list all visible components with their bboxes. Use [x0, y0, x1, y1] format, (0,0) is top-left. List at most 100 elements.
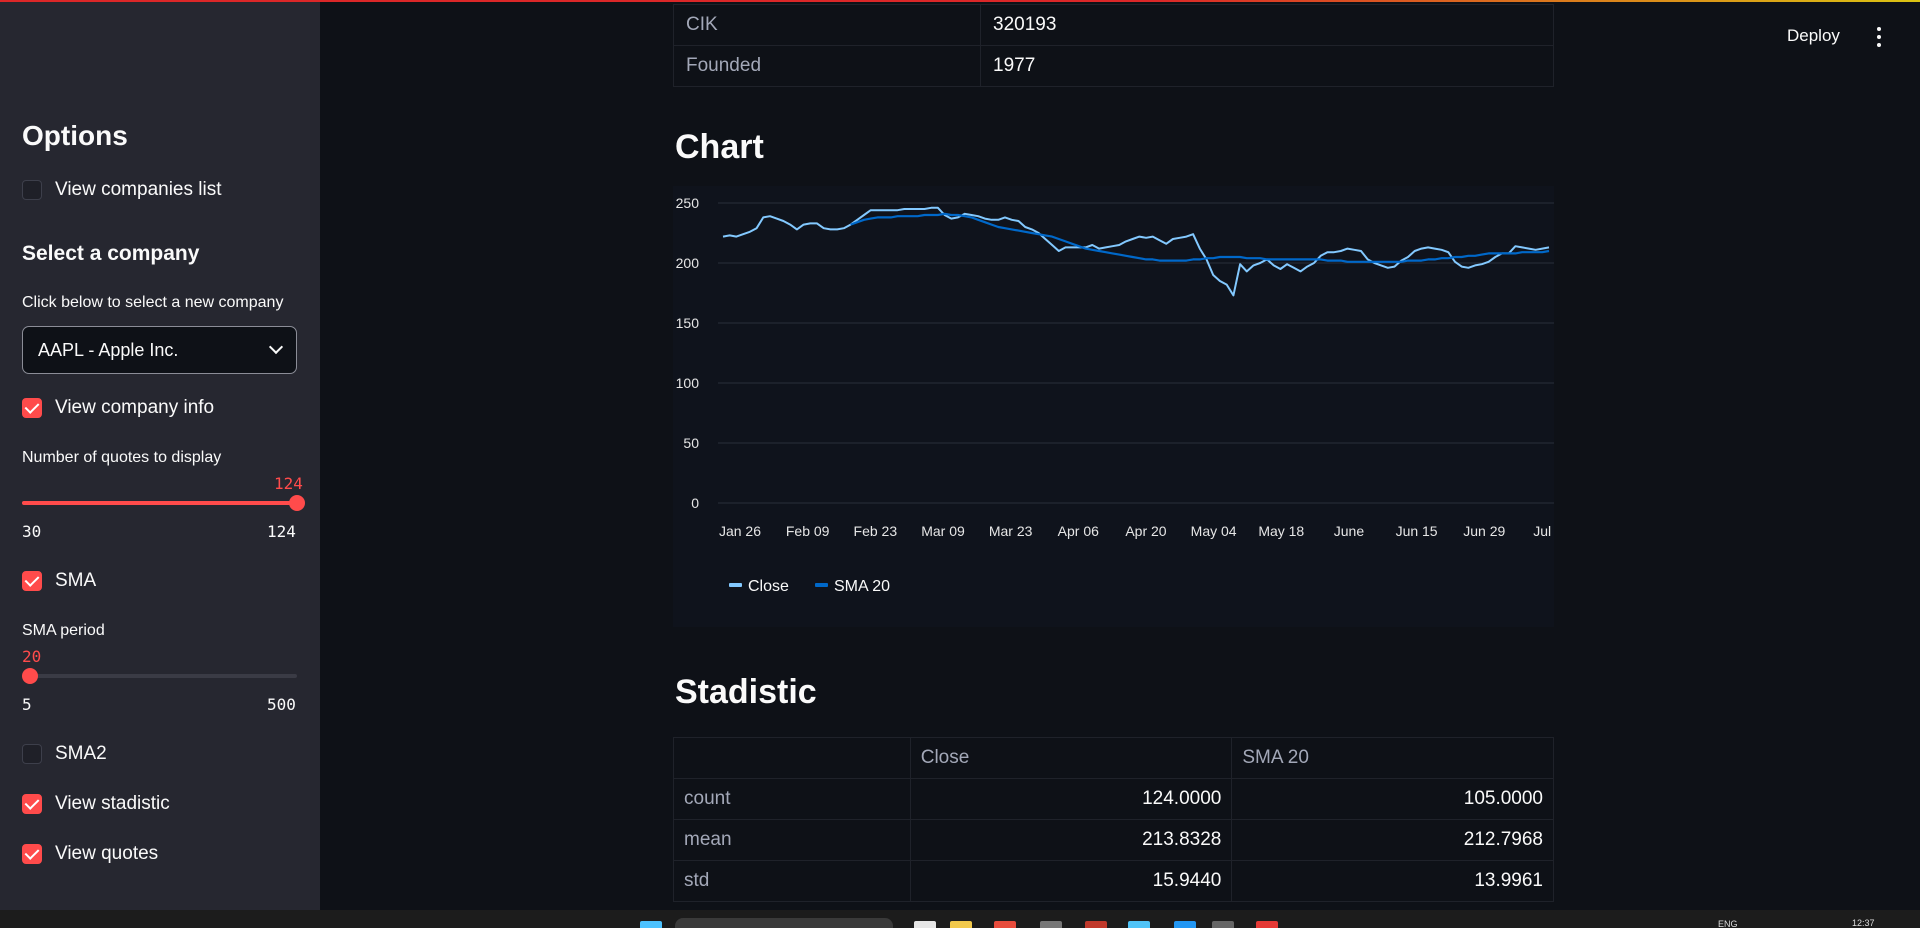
sidebar: Options View companies list Select a com… — [0, 2, 320, 910]
select-company-label: Click below to select a new company — [22, 294, 284, 311]
slider-thumb[interactable] — [22, 668, 38, 684]
stadistic-heading: Stadistic — [675, 673, 817, 711]
view-companies-list-checkbox[interactable]: View companies list — [22, 179, 222, 201]
file-explorer-icon[interactable] — [950, 921, 972, 928]
app-icon[interactable] — [1128, 921, 1150, 928]
chart-svg: 0 50 100 150 200 250 Jan 26 Feb 09 Feb 23 Mar 09 M… — [676, 195, 1554, 595]
info-value: 1977 — [980, 45, 1554, 87]
legend-label: SMA 20 — [834, 578, 890, 595]
stat-name: mean — [673, 819, 911, 861]
column-header: Close — [909, 737, 1233, 779]
table-row: Founded 1977 — [673, 45, 1554, 87]
checkbox-label: View quotes — [55, 843, 159, 864]
sma-period-slider[interactable] — [22, 668, 297, 684]
checkbox-label: SMA2 — [55, 743, 107, 764]
slider-fill — [22, 501, 297, 505]
line-chart[interactable]: 0 50 100 150 200 250 Jan 26 Feb 09 Feb 23 Mar 09 M… — [673, 186, 1554, 627]
x-tick-label: June — [1334, 523, 1365, 539]
checkbox-box[interactable] — [22, 398, 42, 418]
x-tick-label: Jan 26 — [719, 523, 761, 539]
legend-swatch — [729, 583, 742, 587]
checkbox-box[interactable] — [22, 744, 42, 764]
table-row: count 124.0000 105.0000 — [673, 778, 1554, 820]
company-select[interactable]: AAPL - Apple Inc. — [22, 326, 297, 374]
y-tick-label: 100 — [676, 375, 700, 391]
checkbox-box[interactable] — [22, 844, 42, 864]
checkbox-label: View companies list — [55, 179, 222, 200]
kebab-menu-icon[interactable] — [1876, 27, 1882, 47]
app-icon[interactable] — [1040, 921, 1062, 928]
language-indicator[interactable]: ENG — [1718, 919, 1738, 928]
slider-thumb[interactable] — [289, 495, 305, 511]
deploy-button[interactable]: Deploy — [1787, 26, 1840, 45]
sma-slider-min: 5 — [22, 695, 32, 714]
windows-start-icon[interactable] — [640, 921, 662, 928]
app-icon[interactable] — [1256, 921, 1278, 928]
app-icon[interactable] — [1212, 921, 1234, 928]
table-row: CIK 320193 — [673, 4, 1554, 46]
x-tick-label: Mar 09 — [921, 523, 965, 539]
table-row: std 15.9440 13.9961 — [673, 860, 1554, 902]
x-tick-label: May 04 — [1191, 523, 1237, 539]
clock[interactable]: 12:37 — [1852, 918, 1875, 928]
y-tick-label: 250 — [676, 195, 700, 211]
column-header — [673, 737, 911, 779]
opera-icon[interactable] — [994, 921, 1016, 928]
series-line-close — [722, 206, 1550, 297]
company-info-table: CIK 320193 Founded 1977 — [673, 4, 1554, 87]
checkbox-box[interactable] — [22, 571, 42, 591]
os-taskbar: ENG 12:37 — [0, 910, 1920, 928]
y-tick-label: 0 — [691, 495, 699, 511]
chevron-down-icon — [268, 339, 284, 355]
column-header: SMA 20 — [1231, 737, 1554, 779]
y-tick-label: 50 — [683, 435, 699, 451]
sma-slider-value: 20 — [22, 647, 42, 666]
taskview-icon[interactable] — [914, 921, 936, 928]
quotes-slider-label: Number of quotes to display — [22, 449, 222, 466]
sidebar-title: Options — [22, 120, 128, 151]
sma-slider-max: 500 — [267, 695, 296, 714]
x-tick-label: Jun 29 — [1463, 523, 1505, 539]
quotes-slider-max: 124 — [267, 522, 296, 541]
stat-name: std — [673, 860, 911, 902]
quotes-slider-value: 124 — [274, 474, 303, 493]
checkbox-label: View company info — [55, 397, 215, 418]
x-tick-label: Feb 09 — [786, 523, 830, 539]
y-tick-label: 200 — [676, 255, 700, 271]
sma-checkbox[interactable]: SMA — [22, 570, 96, 592]
stat-name: count — [673, 778, 911, 820]
stat-sma: 212.7968 — [1231, 819, 1554, 861]
chrome-icon[interactable] — [1085, 921, 1107, 928]
x-tick-label: Jul 13 — [1533, 523, 1554, 539]
quotes-slider[interactable] — [22, 495, 305, 511]
info-key: CIK — [673, 4, 981, 46]
y-tick-label: 150 — [676, 315, 700, 331]
stat-sma: 13.9961 — [1231, 860, 1554, 902]
view-stadistic-checkbox[interactable]: View stadistic — [22, 793, 170, 815]
checkbox-label: SMA — [55, 570, 97, 591]
series-line-sma — [850, 212, 1550, 263]
stat-close: 213.8328 — [909, 819, 1233, 861]
edge-icon[interactable] — [1174, 921, 1196, 928]
stat-close: 124.0000 — [909, 778, 1233, 820]
stadistic-table: Close SMA 20 count 124.0000 105.0000 mea… — [673, 737, 1554, 902]
chart-heading: Chart — [675, 128, 764, 166]
company-select-value: AAPL - Apple Inc. — [38, 339, 179, 360]
quotes-slider-min: 30 — [22, 522, 42, 541]
taskbar-search[interactable] — [675, 918, 893, 928]
checkbox-box[interactable] — [22, 180, 42, 200]
table-header-row: Close SMA 20 — [673, 737, 1554, 779]
view-company-info-checkbox[interactable]: View company info — [22, 397, 214, 419]
sma2-checkbox[interactable]: SMA2 — [22, 743, 107, 765]
checkbox-box[interactable] — [22, 794, 42, 814]
info-value: 320193 — [980, 4, 1554, 46]
top-status-bar — [0, 0, 1920, 2]
stat-sma: 105.0000 — [1231, 778, 1554, 820]
sma-slider-label: SMA period — [22, 622, 105, 639]
stat-close: 15.9440 — [909, 860, 1233, 902]
table-row: mean 213.8328 212.7968 — [673, 819, 1554, 861]
view-quotes-checkbox[interactable]: View quotes — [22, 843, 158, 865]
x-tick-label: Apr 20 — [1125, 523, 1166, 539]
x-tick-label: Apr 06 — [1058, 523, 1099, 539]
x-tick-label: Mar 23 — [989, 523, 1033, 539]
